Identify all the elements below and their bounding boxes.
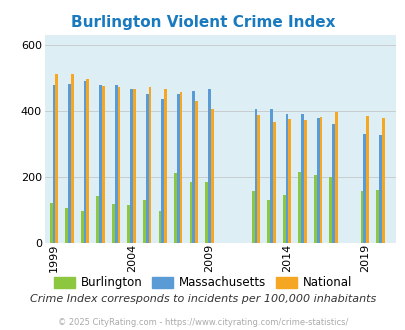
Bar <box>375 190 378 243</box>
Bar <box>127 205 130 243</box>
Bar <box>65 208 68 243</box>
Bar <box>68 84 71 243</box>
Bar <box>179 92 182 243</box>
Bar <box>177 94 179 243</box>
Bar <box>81 211 83 243</box>
Bar <box>257 115 260 243</box>
Bar <box>298 172 301 243</box>
Bar <box>195 101 198 243</box>
Text: Burlington Violent Crime Index: Burlington Violent Crime Index <box>70 15 335 30</box>
Bar <box>71 74 74 243</box>
Bar <box>319 117 322 243</box>
Bar <box>381 118 384 243</box>
Text: Crime Index corresponds to incidents per 100,000 inhabitants: Crime Index corresponds to incidents per… <box>30 294 375 304</box>
Bar <box>148 87 151 243</box>
Bar <box>158 211 161 243</box>
Bar <box>161 99 164 243</box>
Bar <box>50 203 53 243</box>
Bar <box>133 89 136 243</box>
Bar <box>83 81 86 243</box>
Bar <box>285 114 288 243</box>
Bar <box>145 94 148 243</box>
Bar <box>115 85 117 243</box>
Bar <box>313 175 316 243</box>
Bar <box>288 119 290 243</box>
Bar <box>316 118 319 243</box>
Bar <box>143 200 145 243</box>
Bar <box>269 109 272 243</box>
Bar <box>99 85 102 243</box>
Bar <box>112 204 115 243</box>
Bar <box>272 122 275 243</box>
Bar <box>205 182 207 243</box>
Bar <box>331 124 334 243</box>
Bar <box>360 191 362 243</box>
Legend: Burlington, Massachusetts, National: Burlington, Massachusetts, National <box>49 272 356 294</box>
Bar <box>301 114 303 243</box>
Bar <box>55 74 58 243</box>
Text: © 2025 CityRating.com - https://www.cityrating.com/crime-statistics/: © 2025 CityRating.com - https://www.city… <box>58 318 347 327</box>
Bar <box>164 89 166 243</box>
Bar <box>130 89 133 243</box>
Bar <box>329 177 331 243</box>
Bar <box>251 191 254 243</box>
Bar <box>207 89 210 243</box>
Bar <box>117 87 120 243</box>
Bar <box>210 109 213 243</box>
Bar <box>362 134 365 243</box>
Bar <box>303 120 306 243</box>
Bar <box>254 109 257 243</box>
Bar <box>53 85 55 243</box>
Bar <box>378 135 381 243</box>
Bar <box>174 173 177 243</box>
Bar <box>334 112 337 243</box>
Bar <box>86 79 89 243</box>
Bar <box>102 86 104 243</box>
Bar <box>266 200 269 243</box>
Bar <box>282 195 285 243</box>
Bar <box>189 182 192 243</box>
Bar <box>96 196 99 243</box>
Bar <box>365 116 368 243</box>
Bar <box>192 91 195 243</box>
